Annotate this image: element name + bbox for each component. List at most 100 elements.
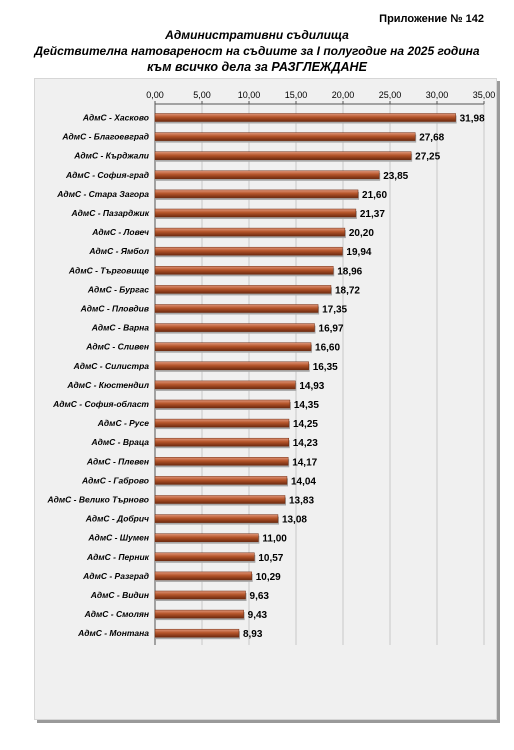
category-label: АдмС - Пловдив — [80, 304, 149, 314]
bar — [154, 285, 332, 294]
bar — [154, 437, 290, 447]
category-label: АдмС - Варна — [91, 323, 150, 333]
bar — [154, 208, 357, 218]
category-label: АдмС - Плевен — [86, 456, 149, 466]
category-label: АдмС - Перник — [86, 552, 150, 562]
data-label: 14,93 — [299, 381, 324, 392]
category-label: АдмС - Благоевград — [61, 132, 149, 142]
data-label: 27,25 — [415, 152, 440, 163]
category-label: АдмС - София-град — [65, 170, 149, 180]
category-label: АдмС - Велико Търново — [46, 495, 149, 505]
x-tick-label: 15,00 — [285, 90, 308, 100]
bar — [154, 590, 246, 600]
bar — [154, 113, 456, 122]
bar — [154, 323, 315, 332]
bar — [154, 533, 259, 542]
data-label: 20,20 — [349, 228, 374, 239]
chart-subtitle-2: към всичко дела за РАЗГЛЕЖДАНЕ — [147, 60, 367, 74]
category-label: АдмС - Бургас — [87, 284, 149, 294]
category-label: АдмС - Хасково — [82, 113, 149, 123]
bar — [154, 304, 319, 313]
bar — [154, 266, 334, 275]
bar — [154, 227, 346, 237]
x-tick-label: 20,00 — [332, 90, 355, 100]
category-label: АдмС - Разград — [82, 571, 149, 581]
category-label: АдмС - Ловеч — [91, 227, 149, 237]
data-label: 14,35 — [294, 400, 319, 411]
category-label: АдмС - Кюстендил — [66, 380, 149, 390]
category-label: АдмС - Русе — [97, 418, 149, 428]
data-label: 19,94 — [346, 247, 371, 258]
x-tick-label: 10,00 — [238, 90, 261, 100]
data-label: 13,08 — [282, 515, 307, 526]
data-label: 8,93 — [243, 629, 263, 640]
bar — [154, 476, 288, 485]
x-axis: 0,00 5,00 10,00 15,00 20,00 25,00 30,00 35,00 — [146, 90, 495, 645]
data-label: 14,04 — [291, 476, 316, 487]
category-label: АдмС - Монтана — [77, 628, 149, 638]
bar — [154, 361, 309, 371]
category-label: АдмС - Смолян — [84, 609, 149, 619]
category-label: АдмС - Габрово — [81, 475, 149, 485]
gridlines — [154, 104, 485, 645]
chart-frame — [34, 78, 497, 720]
chart-title: Административни съдилища — [165, 28, 349, 42]
bar — [154, 628, 240, 638]
data-label: 14,23 — [293, 438, 318, 449]
data-label: 10,29 — [256, 572, 281, 583]
category-label: АдмС - Враца — [90, 437, 149, 447]
category-label: АдмС - Сливен — [85, 342, 149, 352]
data-label: 9,63 — [250, 591, 270, 602]
bar — [154, 609, 244, 619]
category-label: АдмС - Пазарджик — [71, 208, 150, 218]
category-label: АдмС - Шумен — [87, 533, 149, 543]
bar — [154, 495, 286, 504]
category-label: АдмС - Видин — [90, 590, 149, 600]
data-label: 9,43 — [248, 610, 268, 621]
bar — [154, 380, 296, 390]
chart-titles: Административни съдилища Действителна на… — [0, 27, 514, 75]
category-label: АдмС - Кърджали — [73, 151, 150, 161]
data-label: 31,98 — [460, 114, 485, 125]
category-label: АдмС - Търговище — [68, 265, 149, 275]
data-label: 21,37 — [360, 209, 385, 220]
data-label: 23,85 — [383, 171, 408, 182]
bar — [154, 342, 312, 351]
bar — [154, 552, 255, 562]
data-label: 18,96 — [337, 266, 362, 277]
x-tick-label: 30,00 — [426, 90, 449, 100]
data-label: 14,25 — [293, 419, 318, 430]
bar — [154, 151, 412, 160]
data-label: 17,35 — [322, 305, 347, 316]
bar — [154, 514, 279, 523]
x-tick-label: 35,00 — [473, 90, 496, 100]
category-label: АдмС - Силистра — [73, 361, 150, 371]
bar — [154, 132, 416, 141]
category-labels: АдмС - Хасково АдмС - Благоевград АдмС - К… — [46, 113, 149, 639]
data-label: 16,35 — [313, 362, 338, 373]
data-label: 13,83 — [289, 496, 314, 507]
bar — [154, 246, 343, 256]
x-tick-label: 25,00 — [379, 90, 402, 100]
category-label: АдмС - Добрич — [85, 514, 149, 524]
data-label: 14,17 — [292, 457, 317, 468]
chart-subtitle: Действителна натовареност на съдиите за … — [34, 44, 480, 58]
bar — [154, 170, 380, 180]
data-label: 18,72 — [335, 285, 360, 296]
x-tick-label: 0,00 — [146, 90, 164, 100]
data-label: 16,60 — [315, 343, 340, 354]
data-label: 11,00 — [262, 534, 287, 545]
x-tick-label: 5,00 — [193, 90, 211, 100]
bar — [154, 457, 289, 466]
category-label: АдмС - Стара Загора — [56, 189, 149, 199]
bar — [154, 399, 291, 409]
bar — [154, 571, 252, 581]
data-label: 21,60 — [362, 190, 387, 201]
category-label: АдмС - Ямбол — [88, 246, 149, 256]
appendix-label: Приложение № 142 — [379, 13, 484, 25]
data-label: 10,57 — [258, 553, 283, 564]
bars — [154, 113, 457, 640]
category-label: АдмС - София-област — [52, 399, 149, 409]
data-label: 27,68 — [419, 133, 444, 144]
